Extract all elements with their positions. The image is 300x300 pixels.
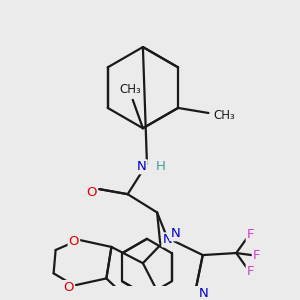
Text: CH₃: CH₃ — [120, 83, 142, 96]
Text: O: O — [64, 281, 74, 294]
Text: F: F — [253, 249, 260, 262]
Text: F: F — [247, 228, 254, 241]
Text: CH₃: CH₃ — [214, 109, 236, 122]
Text: F: F — [247, 265, 254, 278]
Text: N: N — [162, 233, 172, 246]
Text: O: O — [86, 186, 96, 199]
Text: N: N — [199, 287, 209, 300]
Text: N: N — [137, 160, 147, 173]
Text: N: N — [170, 227, 180, 240]
Text: H: H — [156, 160, 166, 173]
Text: O: O — [69, 236, 79, 248]
